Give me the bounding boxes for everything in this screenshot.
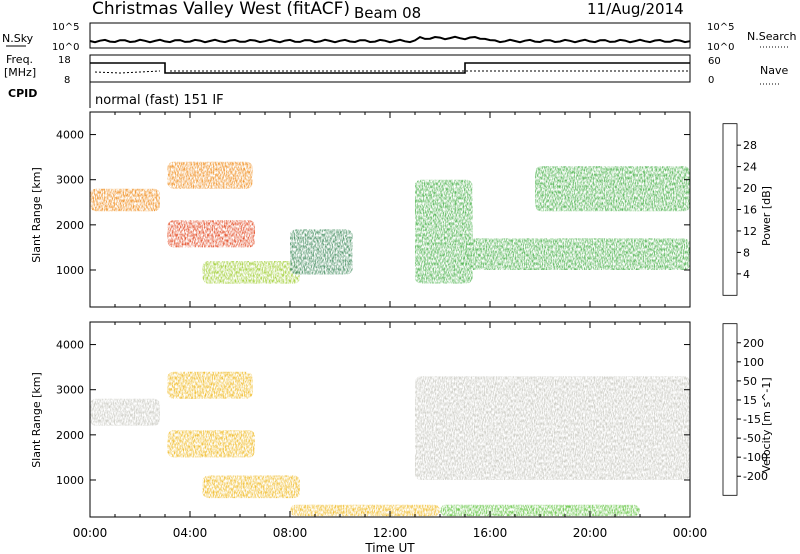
velocity-colorbar-tick-label: 15 bbox=[743, 394, 757, 407]
beam-label: Beam 08 bbox=[354, 4, 421, 22]
power-colorbar-tick-label: 12 bbox=[743, 225, 757, 238]
power-ytick-label: 1000 bbox=[56, 264, 84, 277]
velocity-colorbar-tick-label: 50 bbox=[743, 375, 757, 388]
power-echo-region bbox=[535, 166, 690, 212]
nave-top-tick: 60 bbox=[708, 56, 721, 67]
power-colorbar-tick-label: 24 bbox=[743, 161, 757, 174]
velocity-colorbar-label: Velocity [m s^-1] bbox=[760, 377, 773, 472]
velocity-ytick-label: 2000 bbox=[56, 429, 84, 442]
velocity-ytick-label: 1000 bbox=[56, 474, 84, 487]
power-echo-region bbox=[167, 161, 253, 189]
power-echo-region bbox=[415, 179, 473, 284]
power-echo-region bbox=[90, 188, 160, 212]
velocity-echo-region bbox=[90, 398, 160, 426]
time-tick-label: 04:00 bbox=[173, 526, 208, 540]
freq-bottom-tick: 8 bbox=[64, 75, 70, 86]
velocity-ytick-label: 3000 bbox=[56, 384, 84, 397]
velocity-echo-region bbox=[290, 504, 440, 517]
velocity-ylabel: Slant Range [km] bbox=[30, 372, 43, 468]
velocity-colorbar: 200 100 50 15 -15 -50 -100 -200 bbox=[722, 323, 768, 496]
nsearch-top-tick: 10^5 bbox=[707, 22, 734, 33]
power-echo-region bbox=[202, 261, 300, 284]
time-axis: 00:00 04:00 08:00 12:00 16:00 20:00 00:00 bbox=[73, 526, 708, 540]
station-title: Christmas Valley West (fitACF) bbox=[92, 0, 350, 19]
power-colorbar-tick-label: 16 bbox=[743, 204, 757, 217]
power-colorbar: 4 8 12 16 20 24 28 bbox=[722, 123, 757, 296]
time-axis-label: Time UT bbox=[364, 541, 415, 554]
power-colorbar-tick-label: 8 bbox=[743, 246, 750, 259]
power-ytick-label: 2000 bbox=[56, 219, 84, 232]
date-label: 11/Aug/2014 bbox=[587, 0, 684, 18]
nsky-label: N.Sky bbox=[2, 32, 34, 45]
velocity-echo-region bbox=[415, 376, 690, 480]
frequency-trace bbox=[90, 62, 690, 74]
velocity-colorbar-tick-label: 100 bbox=[743, 356, 764, 369]
cpid-label: CPID bbox=[8, 87, 37, 100]
power-colorbar-label: Power [dB] bbox=[760, 186, 773, 246]
power-echo-region bbox=[167, 220, 255, 248]
velocity-colorbar-frame bbox=[722, 323, 738, 496]
power-colorbar-tick-label: 28 bbox=[743, 139, 757, 152]
power-ylabel: Slant Range [km] bbox=[30, 167, 43, 263]
nsearch-label: N.Search bbox=[747, 30, 797, 43]
time-tick-label: 00:00 bbox=[673, 526, 708, 540]
power-echo-region bbox=[290, 229, 353, 275]
power-panel: 1000 2000 3000 4000 Slant Range [km] bbox=[30, 111, 691, 308]
velocity-colorbar-tick-label: -50 bbox=[743, 432, 761, 445]
time-tick-label: 08:00 bbox=[273, 526, 308, 540]
time-tick-label: 16:00 bbox=[473, 526, 508, 540]
velocity-colorbar-tick-label: -15 bbox=[743, 413, 761, 426]
nsky-bottom-tick: 10^0 bbox=[52, 42, 79, 53]
nave-label: Nave bbox=[760, 64, 788, 77]
time-tick-label: 00:00 bbox=[73, 526, 108, 540]
cpid-text: normal (fast) 151 IF bbox=[95, 93, 224, 108]
velocity-echo-region bbox=[167, 371, 253, 399]
nave-bottom-tick: 0 bbox=[708, 75, 714, 86]
freq-label-1: Freq. bbox=[6, 53, 33, 66]
nsky-top-tick: 10^5 bbox=[52, 22, 79, 33]
velocity-panel: 1000 2000 3000 4000 Slant Range [km] bbox=[30, 321, 691, 518]
power-echo-region bbox=[465, 238, 690, 270]
nave-early-trace bbox=[94, 70, 161, 74]
time-tick-label: 20:00 bbox=[573, 526, 608, 540]
velocity-ytick-label: 4000 bbox=[56, 339, 84, 352]
noise-trace bbox=[89, 35, 691, 44]
power-colorbar-tick-label: 20 bbox=[743, 182, 757, 195]
freq-top-tick: 18 bbox=[58, 55, 71, 66]
velocity-echo-region bbox=[167, 430, 255, 458]
power-colorbar-tick-label: 4 bbox=[743, 268, 750, 281]
velocity-echo-region bbox=[202, 475, 300, 499]
nsearch-bottom-tick: 10^0 bbox=[707, 42, 734, 53]
time-tick-label: 12:00 bbox=[373, 526, 408, 540]
noise-strip: N.Sky 10^5 10^0 N.Search 10^5 10^0 bbox=[2, 22, 797, 53]
velocity-colorbar-tick-label: 200 bbox=[743, 337, 764, 350]
power-colorbar-frame bbox=[722, 123, 738, 296]
power-ytick-label: 4000 bbox=[56, 129, 84, 142]
frequency-strip: Freq. [MHz] 18 8 Nave 60 0 bbox=[4, 53, 788, 86]
power-ytick-label: 3000 bbox=[56, 174, 84, 187]
velocity-colorbar-tick-label: -200 bbox=[743, 470, 768, 483]
freq-label-2: [MHz] bbox=[4, 66, 36, 79]
velocity-colorbar-tick-label: -100 bbox=[743, 451, 768, 464]
